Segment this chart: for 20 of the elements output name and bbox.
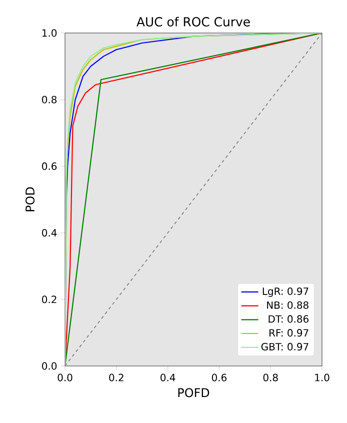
y-axis-title: POD <box>26 187 35 212</box>
legend-label: RF: 0.97 <box>270 329 308 337</box>
y-tick-label: 0.6 <box>42 162 57 170</box>
x-axis-title: POFD <box>178 388 210 398</box>
x-tick-label: 0.0 <box>58 374 72 382</box>
x-tick-label: 0.8 <box>263 374 278 382</box>
y-tick-label: 0.4 <box>42 229 57 237</box>
chart-title: AUC of ROC Curve <box>136 16 250 26</box>
x-tick-label: 0.6 <box>212 374 227 382</box>
x-tick-label: 0.2 <box>109 374 124 382</box>
x-tick-label: 1.0 <box>315 374 330 382</box>
y-tick-label: 0.0 <box>42 362 57 370</box>
y-tick-label: 0.8 <box>42 96 57 104</box>
legend-label: DT: 0.86 <box>268 315 308 323</box>
legend-label: NB: 0.88 <box>267 301 308 309</box>
y-tick-label: 1.0 <box>42 29 57 37</box>
y-tick-label: 0.2 <box>42 296 56 304</box>
legend-label: LgR: 0.97 <box>262 287 308 297</box>
x-tick-label: 0.4 <box>160 374 176 382</box>
legend-label: GBT: 0.97 <box>261 342 308 350</box>
